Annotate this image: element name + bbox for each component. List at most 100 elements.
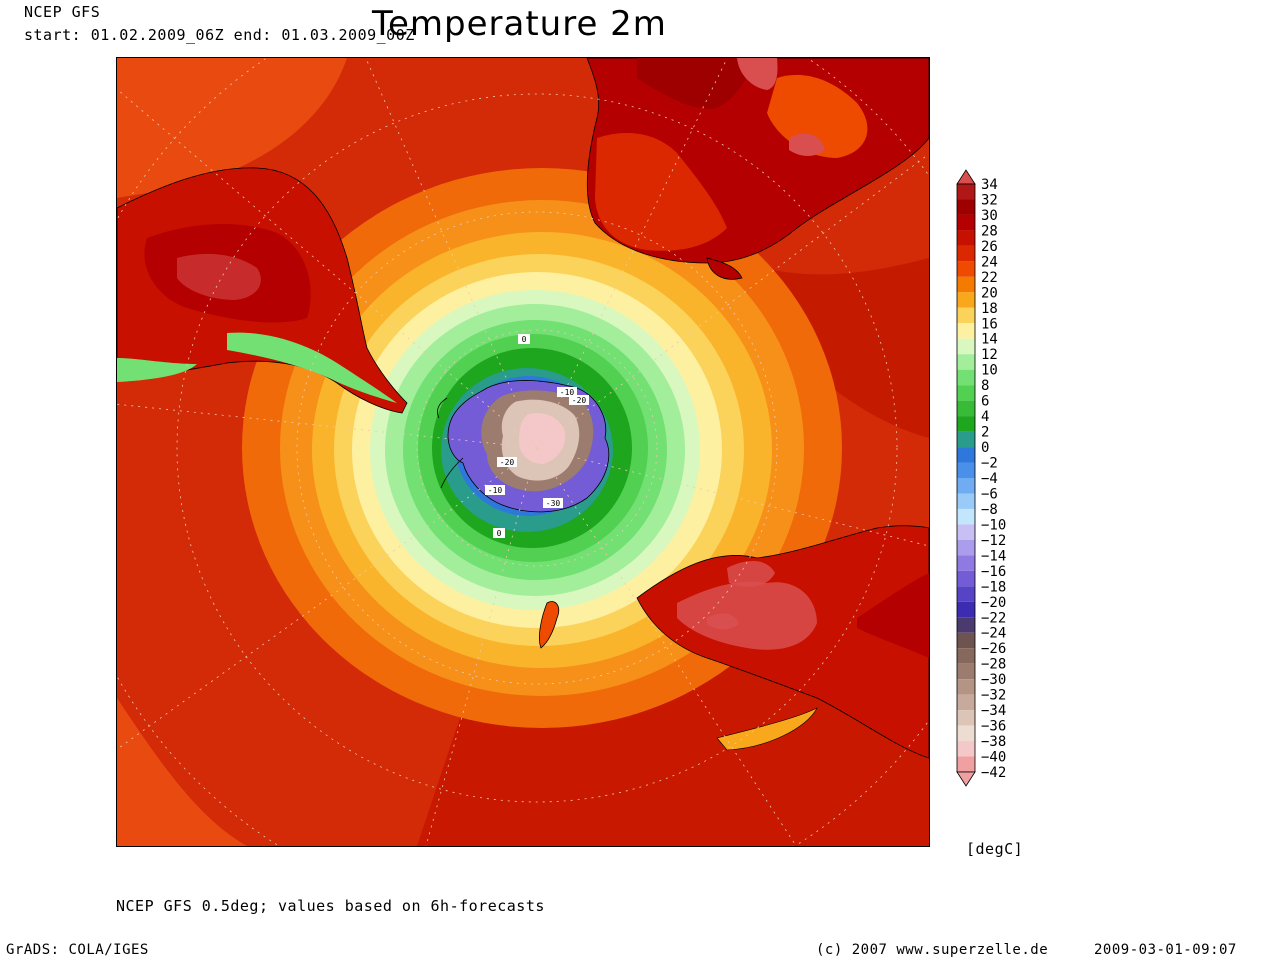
legend-label: 0 (981, 440, 989, 456)
legend-swatch (957, 741, 975, 757)
map-canvas: 0 -10 -20 -20 -10 -30 (117, 58, 929, 846)
south-america (117, 167, 408, 414)
legend-swatch (957, 524, 975, 540)
legend-swatch (957, 570, 975, 587)
legend-label: 10 (981, 363, 998, 379)
legend-label: 28 (981, 223, 998, 239)
legend-swatch (957, 648, 975, 664)
legend-label: 18 (981, 301, 998, 317)
legend-swatches (956, 169, 976, 787)
legend-label: −28 (981, 657, 1006, 673)
ocean-band (117, 698, 247, 846)
model-name: NCEP GFS (24, 3, 101, 21)
legend-swatch (957, 539, 975, 556)
legend-label: −22 (981, 610, 1006, 626)
contour-label: -10 (485, 485, 505, 495)
legend-swatch (957, 601, 975, 618)
timestamp: 2009-03-01-09:07 (1094, 942, 1237, 958)
legend-swatch (957, 230, 975, 246)
legend-swatch (957, 385, 975, 401)
legend-arrow-top (956, 169, 976, 185)
svg-text:-10: -10 (488, 486, 503, 495)
legend-arrow-bottom (956, 771, 976, 787)
contour-label: 0 (493, 528, 505, 538)
legend-swatch (957, 245, 975, 262)
legend-label: 24 (981, 254, 998, 270)
svg-text:-20: -20 (572, 396, 587, 405)
grads-credit: GrADS: COLA/IGES (6, 942, 149, 958)
legend-label: −16 (981, 564, 1006, 580)
legend-label: −14 (981, 548, 1006, 564)
contour-label: -20 (497, 457, 517, 467)
legend-label: −8 (981, 502, 998, 518)
legend-swatch (957, 323, 975, 339)
legend-swatch (957, 214, 975, 231)
legend-swatch (957, 369, 975, 386)
contour-label: -20 (569, 395, 589, 405)
contour-label: -10 (557, 387, 577, 397)
legend-label: −40 (981, 750, 1006, 766)
svg-text:-10: -10 (560, 388, 575, 397)
legend-label: −32 (981, 688, 1006, 704)
contour-label: -30 (543, 498, 563, 508)
color-legend: 3432302826242220181614121086420−2−4−6−8−… (956, 169, 1006, 787)
legend-label: 34 (981, 177, 998, 193)
legend-swatch (957, 184, 975, 200)
legend-swatch (957, 555, 975, 571)
legend-swatch (957, 493, 975, 509)
contour-label: 0 (518, 334, 530, 344)
legend-swatch (957, 338, 975, 355)
legend-label: −36 (981, 719, 1006, 735)
legend-label: 2 (981, 425, 989, 441)
copyright: (c) 2007 www.superzelle.de (816, 942, 1049, 958)
graticule (117, 58, 929, 846)
legend-label: 8 (981, 378, 989, 394)
legend-swatch (957, 756, 975, 772)
legend-labels: 3432302826242220181614121086420−2−4−6−8−… (981, 177, 1006, 781)
legend-swatch (957, 462, 975, 478)
legend-swatch (957, 586, 975, 602)
legend-unit: [degC] (966, 840, 1024, 858)
legend-label: −24 (981, 626, 1006, 642)
map-title: Temperature 2m (372, 4, 667, 44)
legend-label: 20 (981, 285, 998, 301)
legend-label: −30 (981, 672, 1006, 688)
legend-swatch (957, 508, 975, 525)
legend-swatch (957, 478, 975, 494)
legend-label: −34 (981, 703, 1006, 719)
svg-text:0: 0 (497, 529, 502, 538)
legend-swatch (957, 725, 975, 742)
legend-label: −12 (981, 533, 1006, 549)
legend-swatch (957, 292, 975, 308)
legend-swatch (957, 261, 975, 277)
legend-swatch (957, 431, 975, 448)
legend-swatch (957, 663, 975, 680)
legend-label: 12 (981, 347, 998, 363)
legend-label: 16 (981, 316, 998, 332)
legend-label: −18 (981, 579, 1006, 595)
temperature-map: 0 -10 -20 -20 -10 -30 (116, 57, 930, 847)
legend-swatch (957, 617, 975, 633)
legend-swatch (957, 679, 975, 695)
contour-labels: 0 -10 -20 -20 -10 -30 (485, 334, 589, 538)
forecast-period: start: 01.02.2009_06Z end: 01.03.2009_00… (24, 26, 415, 44)
legend-label: −20 (981, 595, 1006, 611)
legend-label: −38 (981, 734, 1006, 750)
legend-swatch (957, 416, 975, 432)
legend-swatch (957, 400, 975, 417)
svg-text:-30: -30 (546, 499, 561, 508)
legend-label: 14 (981, 332, 998, 348)
ocean-band (117, 58, 347, 198)
legend-label: 32 (981, 192, 998, 208)
legend-label: −10 (981, 517, 1006, 533)
legend-label: 6 (981, 394, 989, 410)
svg-text:0: 0 (522, 335, 527, 344)
svg-text:-20: -20 (500, 458, 515, 467)
legend-label: 30 (981, 208, 998, 224)
legend-label: 26 (981, 239, 998, 255)
legend-swatch (957, 199, 975, 215)
africa (586, 58, 929, 280)
legend-label: −2 (981, 456, 998, 472)
legend-label: 4 (981, 409, 989, 425)
australia (539, 525, 929, 759)
